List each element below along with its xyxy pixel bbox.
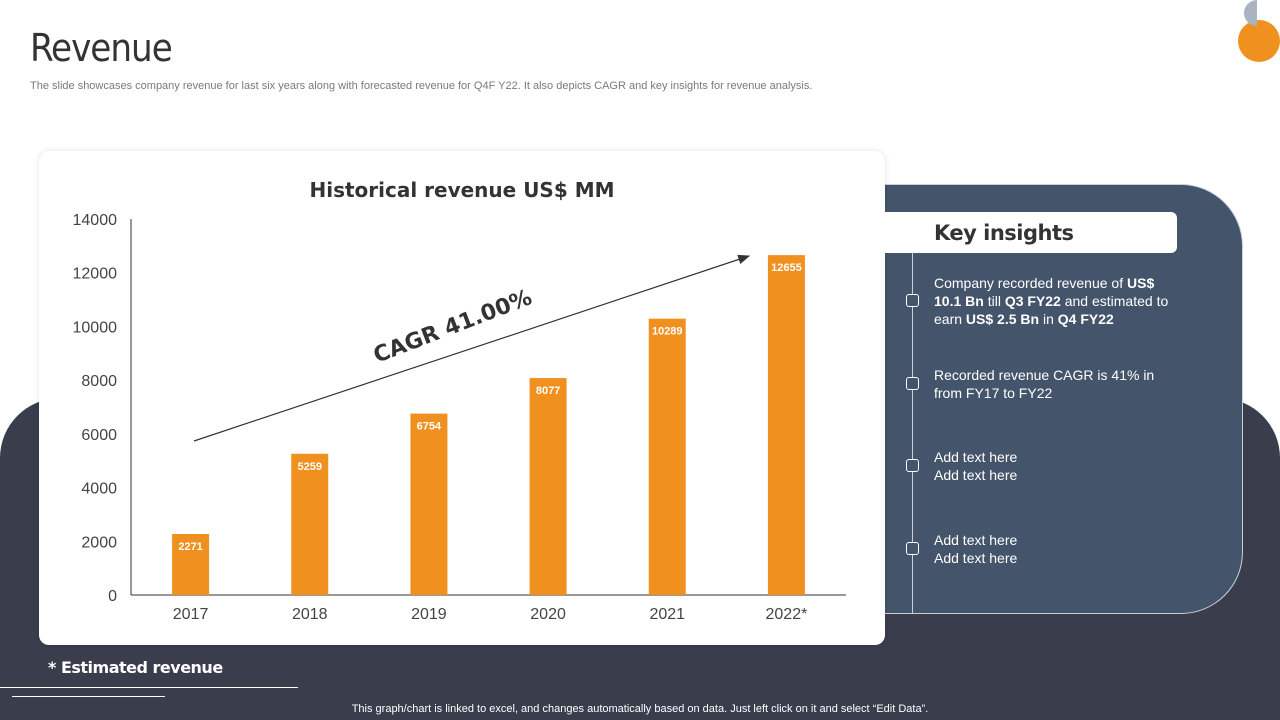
insight-item-3: Add text here Add text here [934,448,1034,484]
insight-item-3-part-1: Add text here Add text here [934,449,1018,483]
x-tick-label: 2022* [766,606,808,623]
insight-bullet-1 [906,294,919,307]
x-tick-label: 2017 [173,606,209,623]
bar-value-label: 6754 [417,421,442,433]
insight-item-1: Company recorded revenue of US$ 10.1 Bn … [934,274,1179,328]
insight-bullet-3 [906,459,919,472]
bar-value-label: 5259 [298,461,322,473]
page-title: Revenue [30,26,173,70]
bar-value-label: 8077 [536,385,560,397]
insight-item-1-part-6: US$ 2.5 Bn [965,311,1040,327]
x-tick-label: 2019 [411,606,447,623]
footnote-divider-short [12,696,165,697]
insight-item-2: Recorded revenue CAGR is 41% in from FY1… [934,366,1179,402]
insight-item-4-part-1: Add text here Add text here [934,532,1018,566]
estimated-footnote: * Estimated revenue [48,658,223,677]
insight-item-1-part-7: in [1039,311,1058,327]
page-subtitle: The slide showcases company revenue for … [30,80,813,92]
insight-item-1-part-3: till [983,293,1005,309]
cagr-label: CAGR 41.00% [370,285,535,368]
insight-item-1-part-8: Q4 FY22 [1057,311,1114,327]
insight-item-1-part-1: Company recorded revenue of [934,275,1127,291]
insight-item-1-part-2: US$ 10.1 Bn [934,275,1155,309]
x-tick-label: 2018 [292,606,328,623]
y-tick-label: 8000 [81,373,117,390]
chart-bar[interactable] [529,378,567,595]
insight-item-1-part-4: Q3 FY22 [1004,293,1061,309]
insight-item-2-part-1: Recorded revenue CAGR is 41% in from FY1… [934,367,1155,401]
insights-header-label: Key insights [934,221,1074,245]
cagr-arrow [193,254,751,442]
insight-bullet-4 [906,542,919,555]
insight-item-4: Add text here Add text here [934,531,1034,567]
chart-bar[interactable] [172,534,210,595]
chart-bar[interactable] [648,318,686,595]
footnote-divider-long [0,687,298,688]
timeline-line [912,253,913,614]
y-tick-label: 0 [108,588,117,605]
y-tick-label: 10000 [73,319,118,336]
bar-value-label: 10289 [652,326,683,338]
chart-card[interactable]: Historical revenue US$ MM 0 2000 4000 6000 8… [39,151,885,645]
insight-bullet-2 [906,377,919,390]
x-tick-label: 2020 [530,606,566,623]
y-tick-label: 12000 [73,266,118,283]
y-tick-label: 14000 [73,212,118,229]
x-tick-label: 2021 [649,606,685,623]
bar-value-label: 2271 [178,541,202,553]
chart-title: Historical revenue US$ MM [309,178,614,202]
decorative-circles-icon [1238,0,1280,62]
chart-bar[interactable] [291,453,329,595]
insights-header: Key insights [885,212,1177,253]
bar-value-label: 12655 [771,262,802,274]
insight-item-1-part-5: and estimated to earn [934,293,1169,327]
revenue-bar-chart: Historical revenue US$ MM 0 2000 4000 6000 8… [73,178,846,623]
y-tick-label: 4000 [81,481,117,498]
chart-bar[interactable] [410,413,448,595]
chart-bar[interactable] [767,255,805,595]
insights-panel [855,184,1243,614]
y-tick-label: 2000 [81,534,117,551]
y-tick-label: 6000 [81,427,117,444]
linked-data-note: This graph/chart is linked to excel, and… [351,703,929,715]
